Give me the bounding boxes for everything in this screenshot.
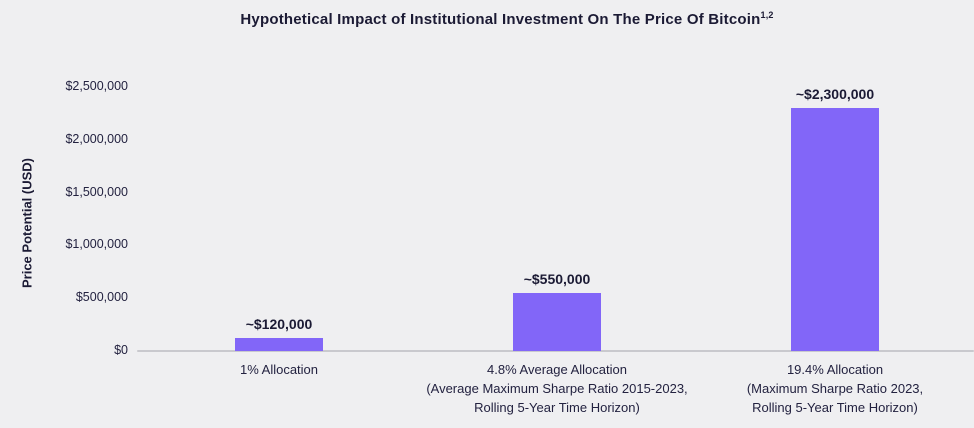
x-axis-category-label-line: 1% Allocation <box>239 362 319 377</box>
x-axis-category-label-line: 19.4% Allocation <box>786 362 884 377</box>
bar-value-label: ~$120,000 <box>245 316 313 333</box>
y-axis-tick-label: $2,500,000 <box>65 79 128 93</box>
plot-area: $0 $500,000 $1,000,000 $1,500,000 $2,000,000… <box>65 79 974 415</box>
x-axis-category-label-line: 4.8% Average Allocation <box>487 362 627 377</box>
x-axis-category-label-line: (Maximum Sharpe Ratio 2023, <box>746 381 924 396</box>
x-axis-category-label-line: Rolling 5-Year Time Horizon) <box>474 400 640 415</box>
y-axis-tick-label: $500,000 <box>75 290 128 305</box>
x-axis-category-label-line: (Average Maximum Sharpe Ratio 2015-2023, <box>426 381 688 396</box>
x-axis-category-label: 4.8% Average Allocation (Average Maximum … <box>392 360 722 417</box>
chart-title-footnote-superscript: 1,2 <box>760 10 774 20</box>
y-axis-tick-label: $0 <box>114 343 128 357</box>
x-axis-baseline <box>137 350 974 352</box>
bar <box>791 108 879 351</box>
bar-value-label: ~$2,300,000 <box>795 86 875 103</box>
y-axis-tick-label: $1,000,000 <box>65 237 128 252</box>
bar-group: ~$550,000 4.8% Average Allocation (Average… <box>418 87 696 415</box>
chart-title: Hypothetical Impact of Institutional Inv… <box>0 10 974 29</box>
y-axis-tick-label: $2,000,000 <box>65 131 128 146</box>
bar-group: ~$2,300,000 19.4% Allocation (Maximum Shar… <box>696 86 974 415</box>
bar-value-label: ~$550,000 <box>523 270 591 287</box>
x-axis-category-label: 19.4% Allocation (Maximum Sharpe Ratio 20… <box>670 360 974 417</box>
x-axis-category-label: 1% Allocation <box>114 360 444 379</box>
y-axis-tick-labels: $0 $500,000 $1,000,000 $1,500,000 $2,000,000… <box>28 79 128 357</box>
bar-columns: ~$120,000 1% Allocation ~$550,000 4.8% Aver… <box>140 86 974 415</box>
chart-title-text: Hypothetical Impact of Institutional Inv… <box>240 11 761 28</box>
y-axis-tick-label: $1,500,000 <box>65 184 128 199</box>
bar <box>513 292 601 351</box>
x-axis-category-label-line: Rolling 5-Year Time Horizon) <box>752 400 918 415</box>
bar-group: ~$120,000 1% Allocation <box>140 87 418 377</box>
bar <box>235 338 323 351</box>
